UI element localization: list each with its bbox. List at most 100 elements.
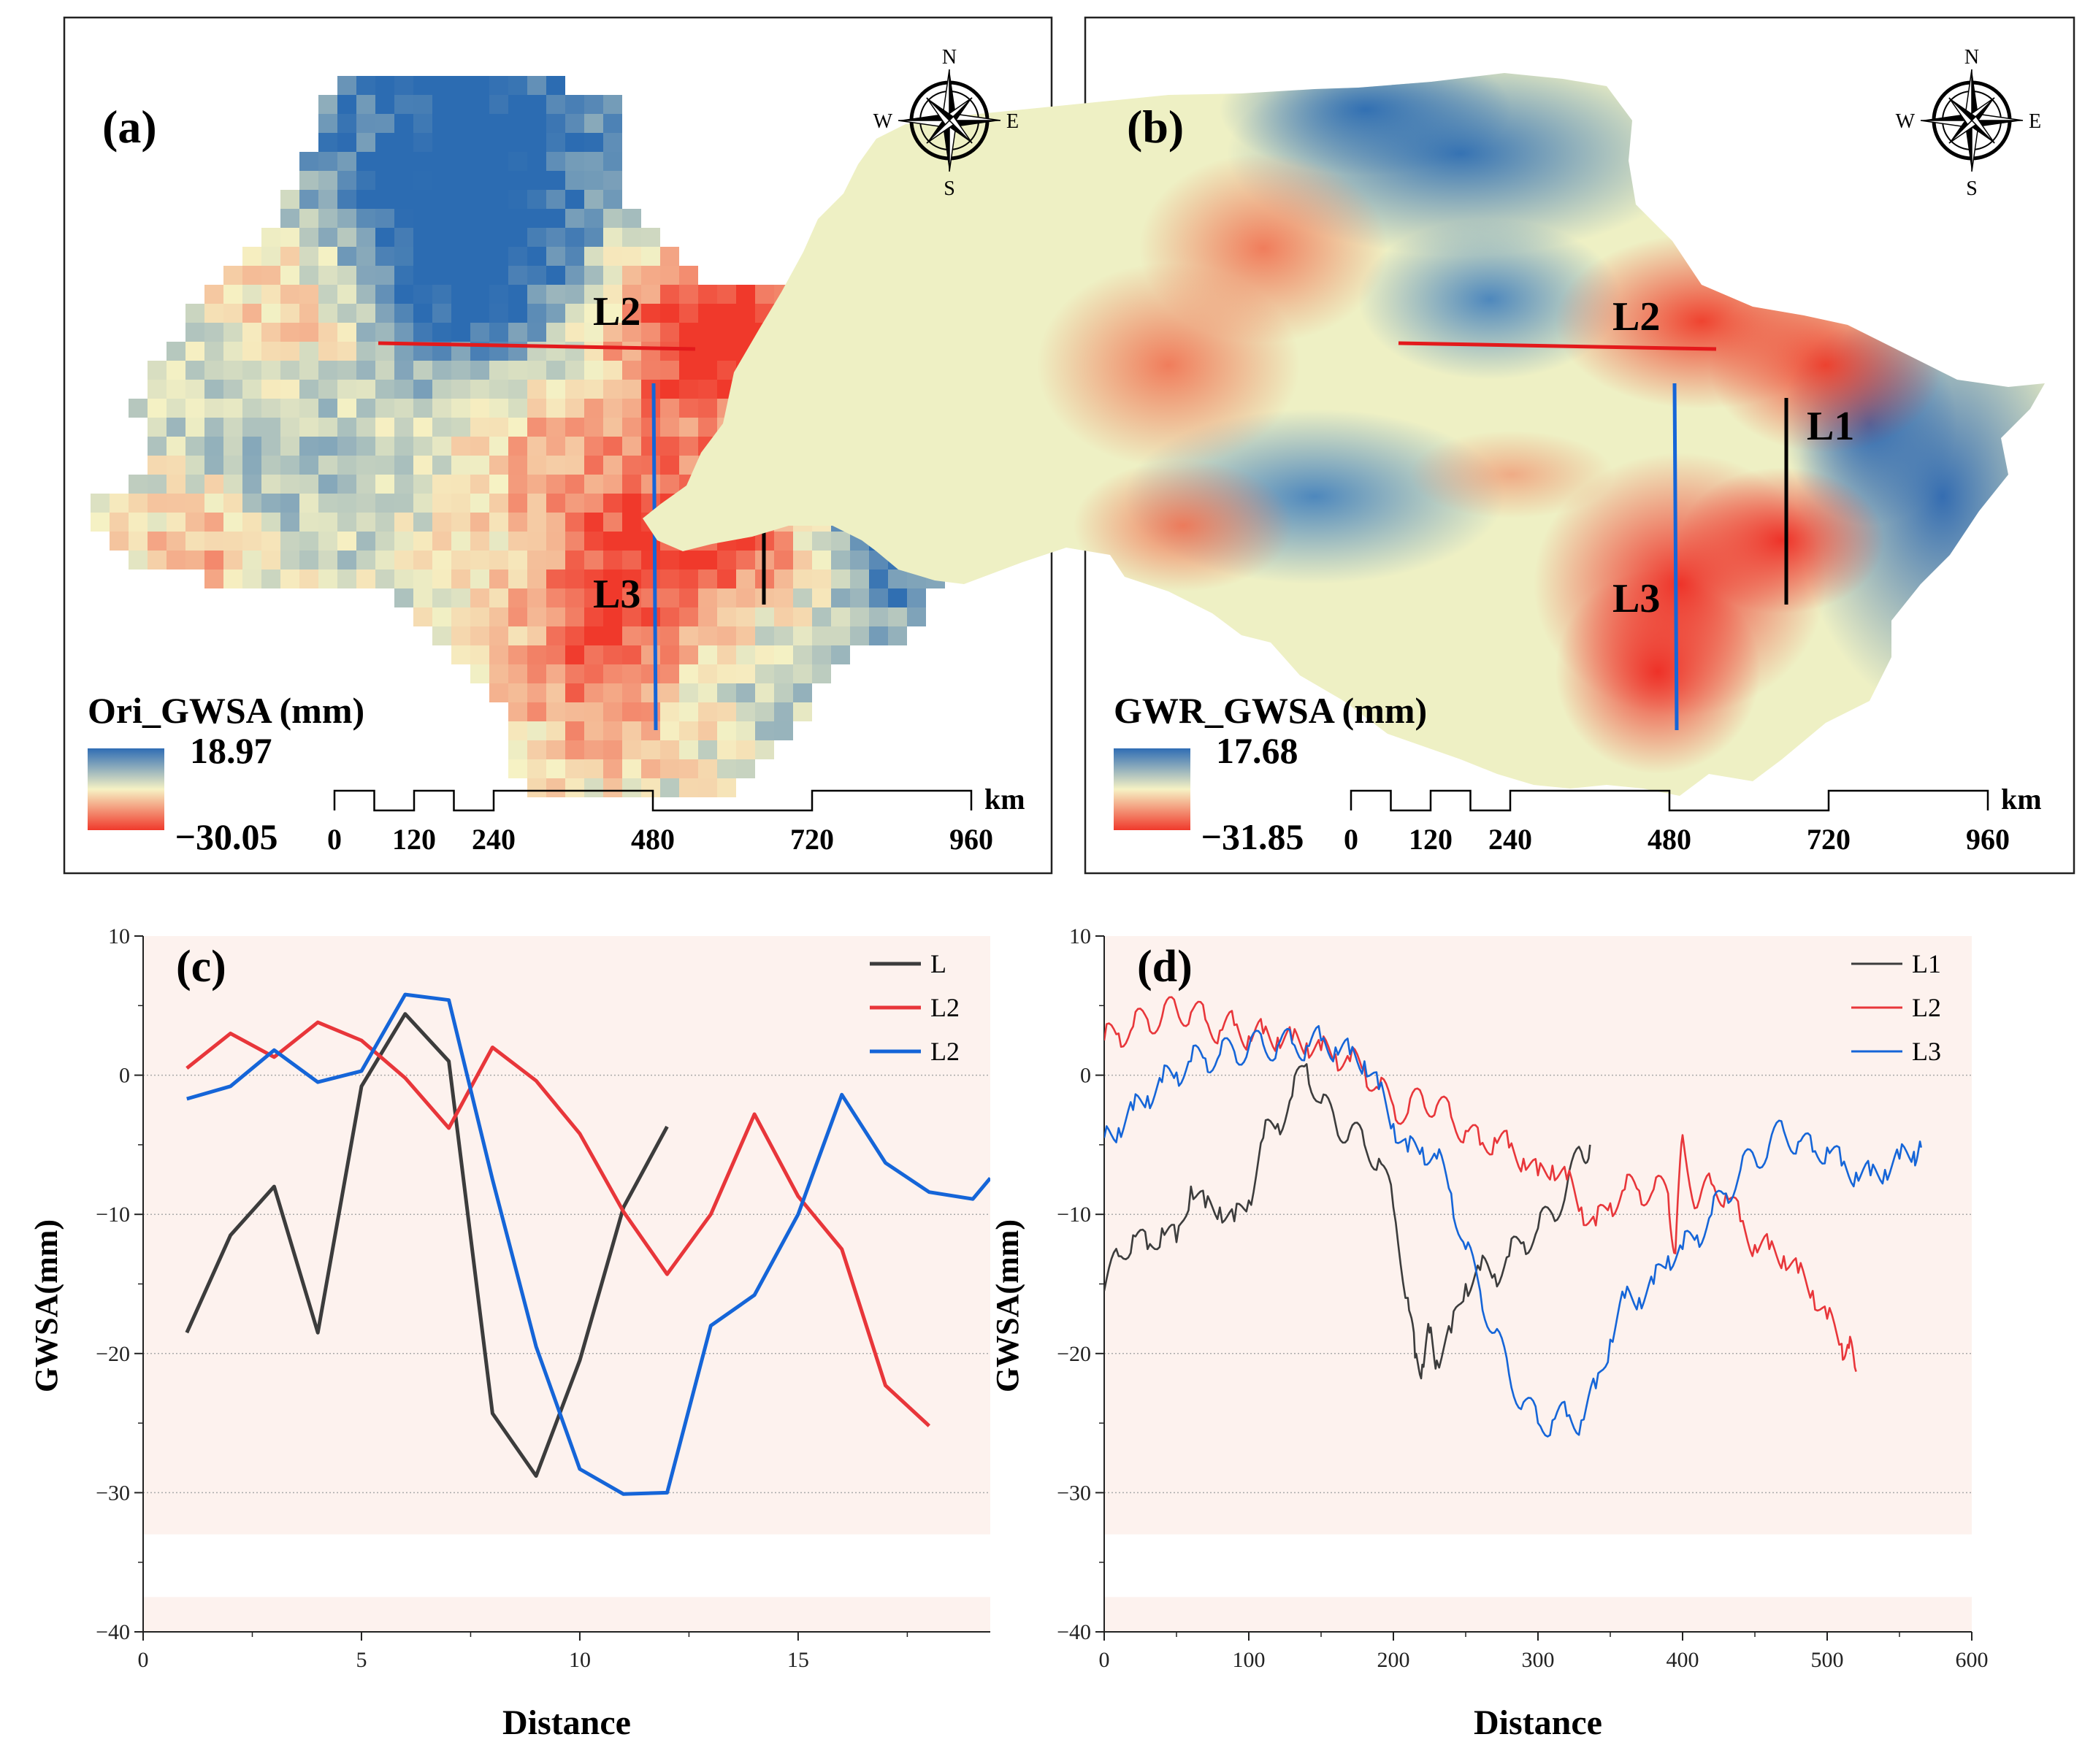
- y-tick-label: −40: [1057, 1620, 1091, 1644]
- map-cell: [717, 342, 736, 361]
- map-cell: [280, 209, 299, 228]
- map-cell: [223, 551, 242, 570]
- series-line-L1: [185, 1012, 669, 1478]
- compass-point: [1948, 97, 1976, 120]
- map-cell: [622, 664, 641, 683]
- map-cell: [375, 209, 394, 228]
- map-cell: [660, 418, 679, 437]
- map-cell: [831, 551, 850, 570]
- map-cell: [242, 380, 261, 399]
- map-cell: [470, 380, 489, 399]
- map-cell: [318, 133, 337, 152]
- map-cell: [242, 513, 261, 532]
- y-tick-label: −10: [96, 1203, 130, 1227]
- map-cell: [470, 645, 489, 664]
- map-cell: [299, 342, 318, 361]
- map-cell: [318, 399, 337, 418]
- map-cell: [451, 304, 470, 323]
- map-cell: [167, 437, 185, 456]
- map-cell: [603, 380, 622, 399]
- map-cell: [603, 228, 622, 247]
- map-cell: [660, 342, 679, 361]
- profile-line-L2: [378, 341, 696, 351]
- map-cell: [394, 456, 413, 475]
- map-cell: [546, 95, 565, 114]
- map-cell: [698, 778, 717, 797]
- map-cell: [470, 607, 489, 626]
- map-cell: [432, 190, 451, 209]
- map-cell: [527, 475, 546, 494]
- map-cell: [394, 190, 413, 209]
- legend-min-value: −30.05: [175, 816, 278, 857]
- map-cell: [204, 418, 223, 437]
- map-cell: [261, 437, 280, 456]
- map-cell: [489, 266, 508, 285]
- compass-point: [942, 120, 949, 172]
- map-cell: [660, 380, 679, 399]
- map-cell: [717, 626, 736, 645]
- map-cell: [489, 645, 508, 664]
- map-cell: [337, 152, 356, 171]
- map-cell: [432, 380, 451, 399]
- map-cell: [299, 304, 318, 323]
- line-label-L3: L3: [1612, 576, 1660, 621]
- map-cell: [508, 418, 527, 437]
- map-cell: [603, 95, 622, 114]
- map-cell: [679, 645, 698, 664]
- line-chart-c: 10 0 −10 −20 −30 −40 0 5 10 15 Distance GWSA(mm) (c)…: [28, 924, 990, 1742]
- map-cell: [413, 171, 432, 190]
- map-cell: [641, 266, 660, 285]
- map-cell: [774, 626, 793, 645]
- map-cell: [261, 228, 280, 247]
- map-cell: [148, 494, 167, 513]
- legend-color-ramp: [1114, 748, 1190, 830]
- map-cell: [337, 437, 356, 456]
- map-cell: [375, 266, 394, 285]
- map-cell: [698, 645, 717, 664]
- map-cell: [375, 171, 394, 190]
- map-cell: [185, 380, 204, 399]
- map-cell: [299, 494, 318, 513]
- map-cell: [584, 740, 603, 759]
- x-tick-label: 500: [1811, 1648, 1844, 1672]
- map-cell: [546, 778, 565, 797]
- map-cell: [603, 683, 622, 702]
- map-cell: [622, 778, 641, 797]
- compass-point: [1948, 97, 1973, 126]
- map-cell: [432, 247, 451, 266]
- map-cell: [584, 456, 603, 475]
- map-cell: [470, 361, 489, 380]
- map-cell: [375, 494, 394, 513]
- compass-point: [926, 119, 954, 144]
- map-cell: [337, 190, 356, 209]
- map-cell: [242, 532, 261, 551]
- map-cell: [204, 323, 223, 342]
- map-cell: [470, 551, 489, 570]
- map-cell: [489, 304, 508, 323]
- line-label-L1: L1: [1807, 404, 1854, 449]
- map-cell: [755, 645, 774, 664]
- map-cell: [603, 607, 622, 626]
- map-cell: [375, 475, 394, 494]
- map-cell: [565, 494, 584, 513]
- map-cell: [622, 361, 641, 380]
- map-cell: [489, 513, 508, 532]
- map-cell: [204, 342, 223, 361]
- map-cell: [489, 95, 508, 114]
- map-cell: [622, 702, 641, 721]
- map-cell: [129, 399, 148, 418]
- scale-tick-label: 240: [472, 823, 516, 856]
- map-cell: [337, 228, 356, 247]
- map-cell: [679, 380, 698, 399]
- map-cell: [679, 570, 698, 588]
- map-cell: [432, 532, 451, 551]
- plot-background-band: [1104, 1597, 1972, 1632]
- map-cell: [167, 342, 185, 361]
- map-cell: [584, 645, 603, 664]
- map-cell: [698, 588, 717, 607]
- map-cell: [584, 190, 603, 209]
- map-cell: [584, 437, 603, 456]
- map-cell: [413, 95, 432, 114]
- map-cell: [527, 285, 546, 304]
- map-cell: [451, 209, 470, 228]
